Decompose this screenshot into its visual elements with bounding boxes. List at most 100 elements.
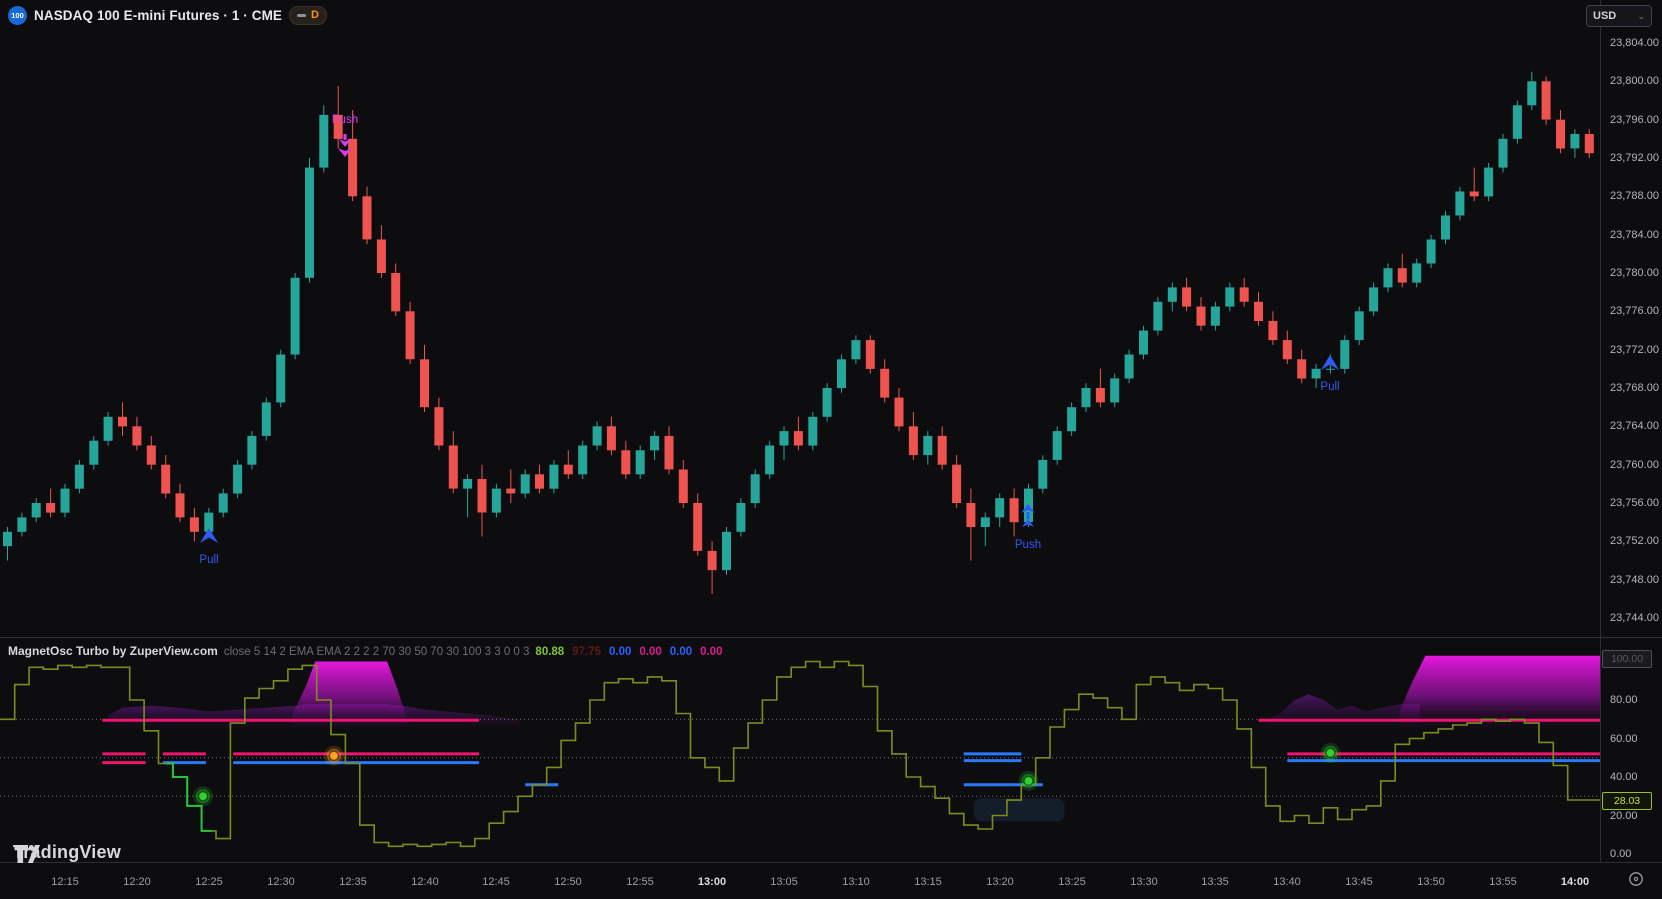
candle: [808, 412, 818, 451]
candlestick-series: [3, 71, 1594, 594]
candle: [247, 431, 257, 470]
time-axis-label: 13:30: [1130, 876, 1158, 888]
price-axis-label: 23,756.00: [1610, 497, 1659, 509]
time-axis-label: 13:05: [770, 876, 798, 888]
time-axis-label: 12:40: [411, 876, 439, 888]
clock-icon[interactable]: [1628, 871, 1648, 891]
candle: [60, 483, 70, 518]
candle: [17, 512, 27, 537]
candle: [434, 397, 444, 451]
candle: [1354, 306, 1364, 345]
currency-label: USD: [1593, 10, 1617, 22]
price-axis-label: 23,792.00: [1610, 152, 1659, 164]
price-axis-label: 23,768.00: [1610, 382, 1659, 394]
time-axis-label: 13:40: [1273, 876, 1301, 888]
indicator-values: 80.88 97.75 0.00 0.00 0.00 0.00: [535, 646, 722, 658]
magenta-area-dim: [1265, 694, 1420, 729]
push-marker: Push: [1015, 504, 1041, 551]
candle: [923, 431, 933, 465]
dash-icon: [297, 13, 307, 17]
indicator-axis-label: 40.00: [1610, 771, 1638, 783]
candle: [276, 349, 286, 408]
candle: [118, 402, 127, 436]
zone-region: [973, 798, 1065, 822]
candle: [405, 301, 415, 364]
currency-dropdown[interactable]: USD ⌄: [1586, 5, 1652, 27]
pane-separator[interactable]: [0, 637, 1662, 638]
candle: [333, 86, 343, 149]
candle: [175, 483, 185, 523]
time-axis-label: 12:50: [554, 876, 582, 888]
candle: [1282, 330, 1292, 364]
pull-marker: Pull: [199, 528, 219, 566]
indicator-value: 80.88: [535, 646, 565, 658]
orange-signal-dot: [323, 745, 344, 766]
candle: [765, 440, 775, 479]
oscillator-blue-segments: [162, 752, 1601, 787]
candle: [1167, 282, 1177, 312]
indicator-axis-label: 0.00: [1610, 848, 1632, 860]
pull-marker: Pull: [1320, 355, 1340, 393]
candle: [1210, 301, 1220, 331]
symbol-logo-icon[interactable]: 100: [8, 5, 27, 25]
candle: [664, 426, 674, 475]
candle: [31, 498, 41, 523]
candle: [1052, 426, 1062, 465]
symbol-title[interactable]: NASDAQ 100 E-mini Futures · 1 · CME: [34, 7, 283, 23]
candle: [952, 455, 962, 508]
candle: [563, 450, 573, 479]
indicator-value: 0.00: [700, 646, 723, 658]
tradingview-logo-icon: [14, 845, 40, 863]
candle: [1196, 297, 1206, 331]
candle: [261, 397, 271, 441]
push-marker: Push: [332, 114, 358, 157]
candle: [865, 335, 875, 374]
price-axis-label: 23,776.00: [1610, 305, 1659, 317]
candle: [1455, 186, 1465, 221]
candle: [851, 335, 861, 364]
candle: [491, 483, 501, 518]
tradingview-watermark[interactable]: TradingView: [13, 842, 121, 863]
candle: [1412, 258, 1422, 288]
candle: [1570, 129, 1580, 158]
price-axis-label: 23,752.00: [1610, 535, 1659, 547]
magenta-area-bright: [292, 661, 408, 729]
magenta-area-bright: [1399, 655, 1601, 729]
candle: [1038, 455, 1048, 494]
time-axis-label: 14:00: [1560, 876, 1590, 888]
indicator-axis-label: 20.00: [1610, 810, 1638, 822]
candle: [894, 388, 904, 432]
green-signal-dot: [193, 786, 213, 807]
candle: [1498, 134, 1508, 173]
candle: [707, 541, 717, 594]
candle: [837, 354, 846, 393]
candle: [966, 488, 976, 561]
indicator-last-value-badge: 28.03: [1602, 792, 1652, 810]
candle: [132, 416, 142, 451]
green-signal-dot: [1320, 742, 1341, 763]
candle: [1153, 297, 1163, 336]
time-axis-label: 12:25: [195, 876, 223, 888]
candle: [1383, 263, 1393, 293]
candle: [995, 493, 1005, 527]
time-axis-label: 13:25: [1058, 876, 1086, 888]
indicator-value: 97.75: [572, 646, 601, 658]
candle: [146, 435, 156, 470]
candle: [319, 105, 329, 173]
oscillator-line-highlight: [165, 762, 212, 832]
candle: [1311, 364, 1321, 388]
candle: [606, 416, 616, 456]
candle: [1397, 253, 1407, 288]
indicator-title[interactable]: MagnetOsc Turbo by ZuperView.com: [8, 644, 218, 658]
marker-label: Pull: [1320, 381, 1339, 393]
candle: [980, 512, 990, 547]
candle: [650, 431, 660, 460]
time-axis-label: 12:30: [267, 876, 295, 888]
candle: [1469, 167, 1479, 202]
candle: [578, 440, 588, 479]
candle: [1556, 110, 1565, 154]
candle: [750, 469, 760, 508]
timeframe-pill[interactable]: D: [289, 5, 327, 25]
candle: [1484, 162, 1494, 202]
